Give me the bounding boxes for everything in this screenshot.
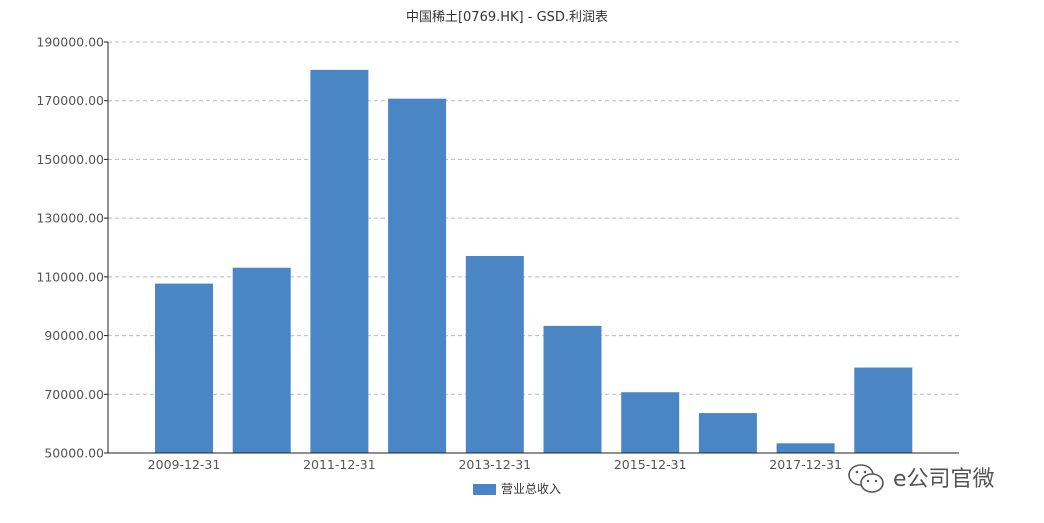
y-tick-label: 50000.00 [44,446,104,461]
bar-2016-12-31[interactable] [698,413,757,453]
y-tick-label: 110000.00 [36,269,104,284]
y-tick-label: 70000.00 [44,387,104,402]
x-tick-label: 2017-12-31 [769,457,842,472]
y-tick-label: 190000.00 [36,35,104,50]
legend-label: 营业总收入 [501,482,561,496]
wechat-icon [848,464,884,493]
bar-series [155,69,913,453]
x-axis-ticks: 2009-12-31 2011-12-31 2013-12-31 2015-12-31… [148,457,842,472]
y-tick-label: 150000.00 [36,152,104,167]
y-tick-label: 90000.00 [44,328,104,343]
bar-2015-12-31[interactable] [621,392,680,453]
y-axis-ticks: 190000.00 170000.00 150000.00 130000.00 1100… [36,35,108,461]
bar-2011-12-31[interactable] [310,69,369,453]
bar-2012-12-31[interactable] [388,98,447,453]
bar-2018-12-31[interactable] [854,367,913,453]
y-tick-label: 170000.00 [36,93,104,108]
bar-2010-12-31[interactable] [232,267,291,453]
x-tick-label: 2011-12-31 [303,457,376,472]
chart-title: 中国稀土[0769.HK] - GSD.利润表 [406,10,608,25]
x-tick-label: 2013-12-31 [458,457,531,472]
legend-swatch [473,484,496,495]
bar-2009-12-31[interactable] [155,283,213,453]
x-tick-label: 2009-12-31 [148,457,221,472]
watermark-text: e公司官微 [893,467,995,492]
bar-2013-12-31[interactable] [465,256,524,453]
x-tick-label: 2015-12-31 [614,457,687,472]
y-tick-label: 130000.00 [36,211,104,226]
axes [107,42,959,454]
bar-2014-12-31[interactable] [543,325,602,453]
legend[interactable]: 营业总收入 [473,482,561,496]
bar-2017-12-31[interactable] [776,443,835,453]
watermark: e公司官微 [848,464,995,493]
